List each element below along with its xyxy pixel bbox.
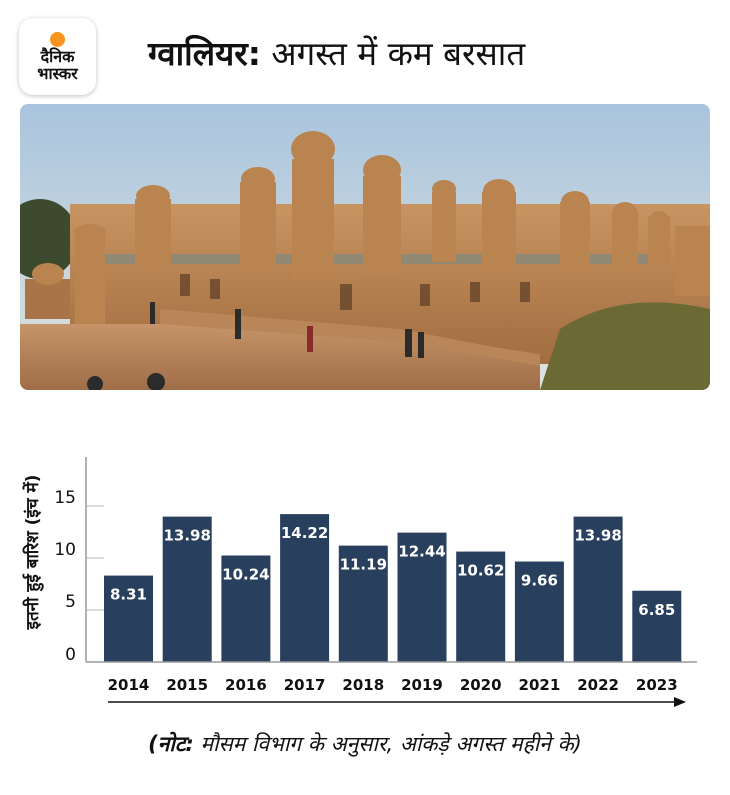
bar-value-label: 10.62 <box>457 562 504 580</box>
rainfall-bar-chart: इतनी हुई बारिश (इंच में) 0 5 10 15 8.31 13.9… <box>22 457 697 707</box>
bar-2021 <box>514 561 564 662</box>
bar-value-label: 10.24 <box>222 566 269 584</box>
footnote: (नोट: मौसम विभाग के अनुसार, आंकड़े अगस्त… <box>0 730 730 758</box>
bar-value-label: 14.22 <box>281 524 328 542</box>
x-tick-label: 2015 <box>166 676 208 694</box>
bar-2016 <box>221 555 271 662</box>
page-title: ग्वालियर: अगस्त में कम बरसात <box>148 32 525 76</box>
bar-value-label: 11.19 <box>340 556 387 574</box>
bar-value-label: 9.66 <box>521 572 558 590</box>
title-text: अगस्त में कम बरसात <box>260 34 526 73</box>
bar-value-label: 8.31 <box>110 586 147 604</box>
bar-2015 <box>162 516 212 662</box>
arrow-head-icon <box>674 697 686 707</box>
bar-2022 <box>573 516 623 662</box>
x-tick-label: 2020 <box>460 676 502 694</box>
bar-value-label: 13.98 <box>574 527 621 545</box>
brand-logo: दैनिक भास्कर <box>19 18 96 95</box>
note-label: (नोट: <box>148 732 194 756</box>
bar-2019 <box>397 532 447 662</box>
sun-icon <box>50 31 65 47</box>
bar-value-label: 13.98 <box>163 527 210 545</box>
x-tick-label: 2019 <box>401 676 443 694</box>
y-axis-label: इतनी हुई बारिश (इंच में) <box>22 475 44 631</box>
bar-2018 <box>338 545 388 662</box>
y-tick-label: 15 <box>54 488 76 508</box>
title-city: ग्वालियर: <box>148 34 261 73</box>
brand-line1: दैनिक <box>40 46 75 66</box>
x-tick-label: 2018 <box>342 676 384 694</box>
y-tick-label: 0 <box>65 645 76 665</box>
bar-2023 <box>632 590 682 662</box>
x-tick-label: 2016 <box>225 676 267 694</box>
x-tick-label: 2023 <box>636 676 678 694</box>
x-tick-label: 2022 <box>577 676 619 694</box>
note-text: मौसम विभाग के अनुसार, आंकड़े अगस्त महीने… <box>193 732 582 756</box>
y-tick-label: 5 <box>65 592 76 612</box>
bar-2014 <box>104 575 153 662</box>
brand-line2: भास्कर <box>37 63 78 83</box>
fort-photo <box>20 104 710 390</box>
x-tick-label: 2021 <box>519 676 561 694</box>
y-tick-label: 10 <box>54 540 76 560</box>
bar-2020 <box>456 551 506 662</box>
bar-2017 <box>280 514 330 662</box>
x-tick-label: 2017 <box>284 676 326 694</box>
bar-value-label: 12.44 <box>398 543 445 561</box>
x-tick-label: 2014 <box>108 676 150 694</box>
bar-value-label: 6.85 <box>638 601 675 619</box>
